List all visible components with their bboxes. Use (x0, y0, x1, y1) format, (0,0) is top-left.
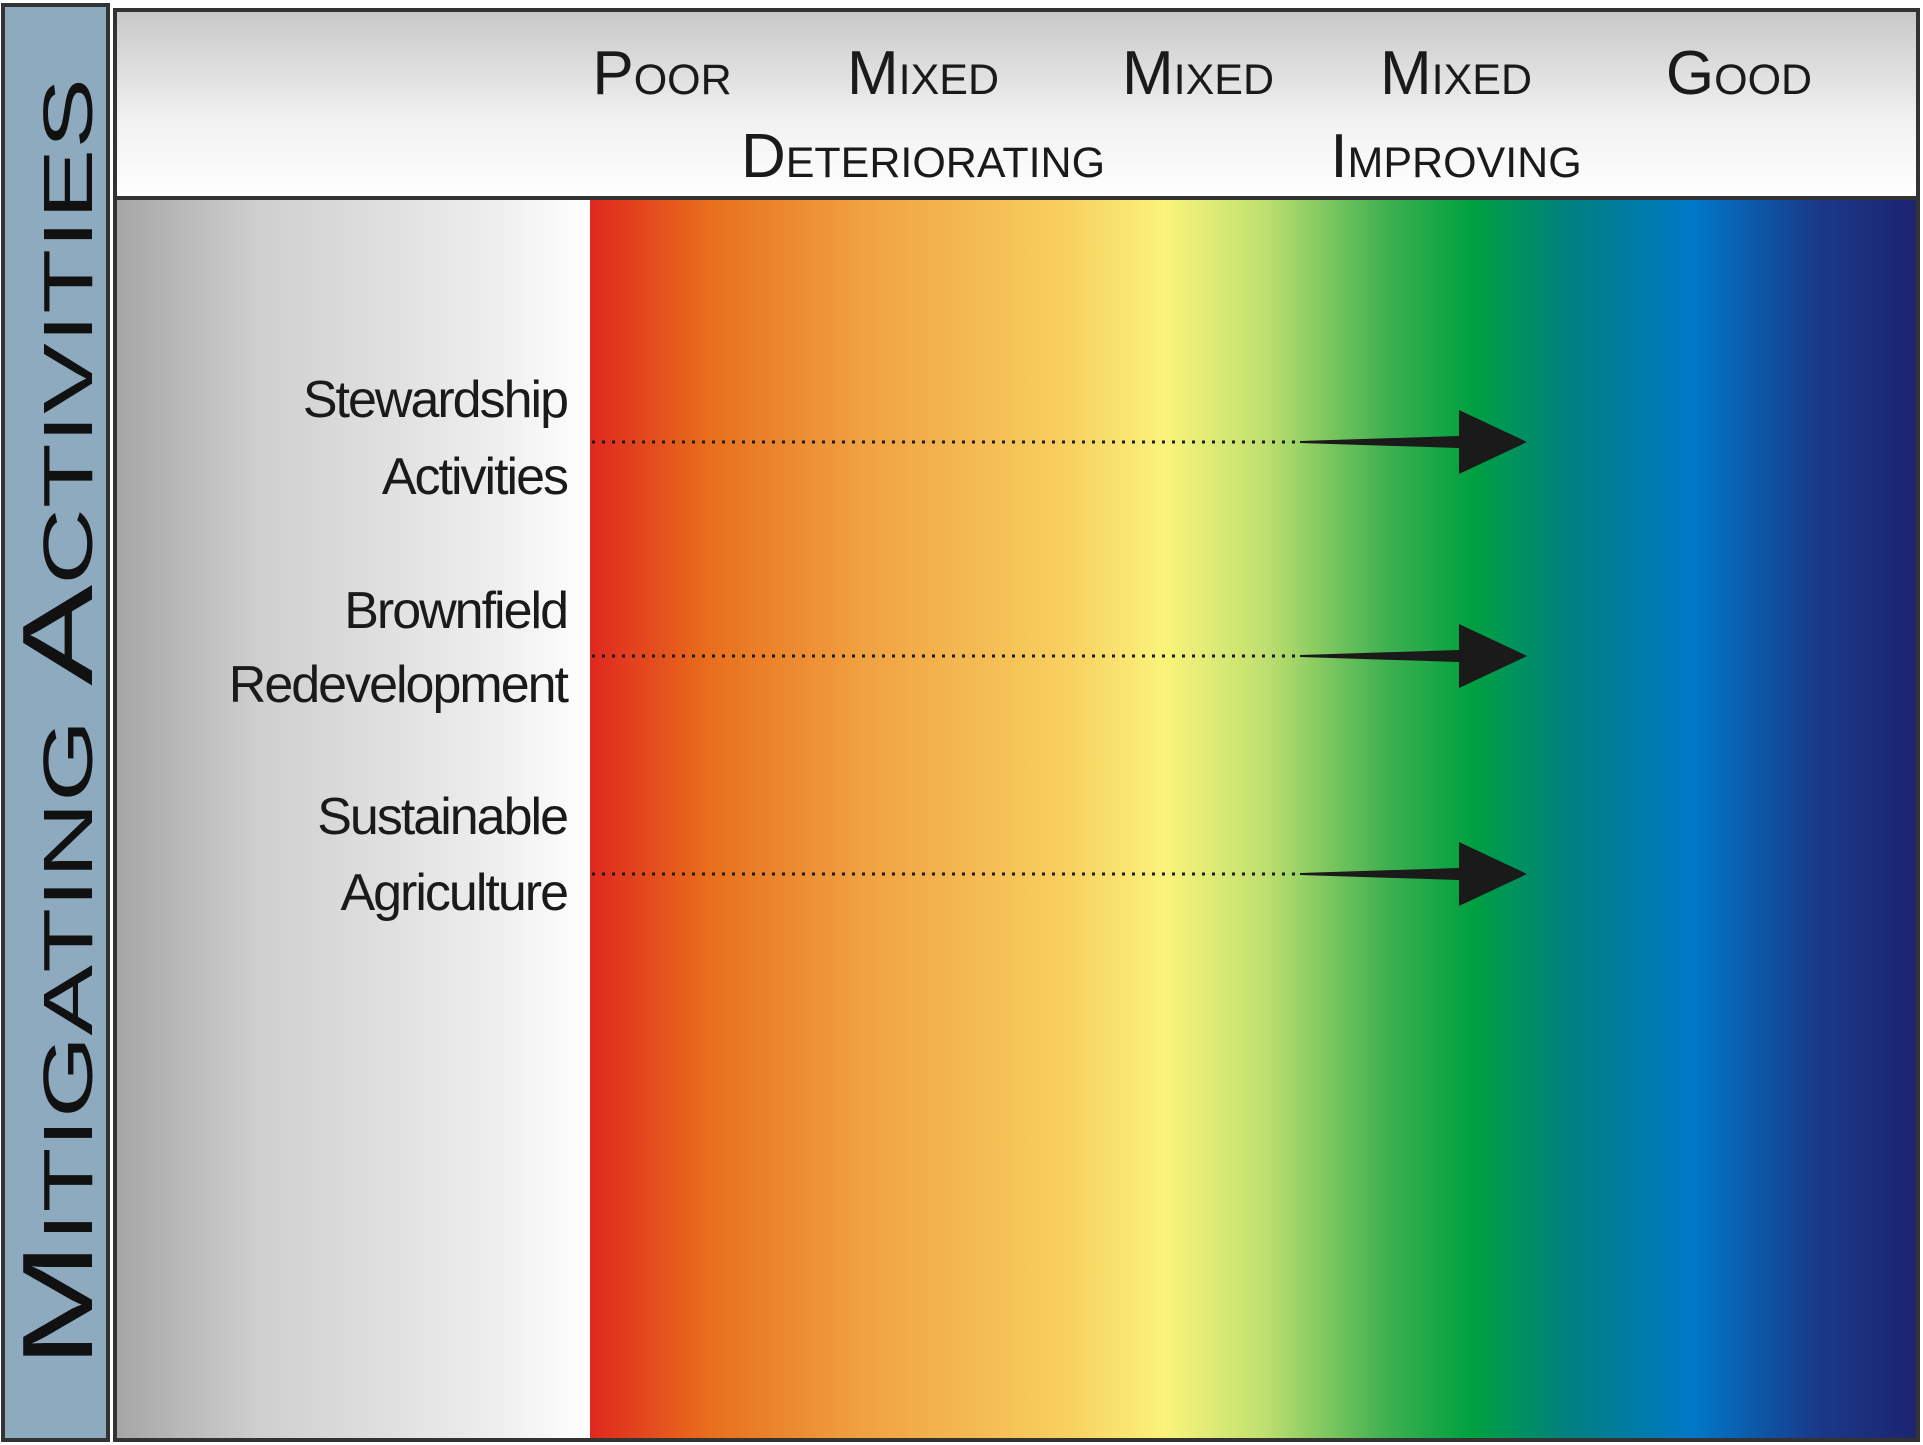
row-label: Redevelopment (229, 656, 570, 714)
row-label: Sustainable (317, 788, 567, 846)
arrow (592, 410, 1527, 474)
column-label: Improving (1330, 122, 1581, 191)
arrow (592, 842, 1527, 906)
header (113, 8, 1920, 200)
column-label: Poor (592, 39, 731, 108)
column-label: Mixed (1122, 39, 1274, 108)
row-label: Stewardship (303, 371, 567, 429)
column-label: Mixed (847, 39, 999, 108)
row-label: Brownfield (344, 582, 567, 640)
spectrum (590, 200, 1916, 1438)
arrows (592, 410, 1527, 906)
row-label: Agriculture (340, 864, 567, 922)
gray-zone (117, 200, 590, 1438)
column-label: Deteriorating (741, 122, 1105, 191)
row-label: Activities (382, 448, 568, 506)
arrow (592, 624, 1527, 688)
column-label: Good (1666, 39, 1812, 108)
column-label: Mixed (1380, 39, 1532, 108)
row-labels: Stewardship Activities Brownfield Redevelop… (229, 371, 572, 922)
side-band (1, 3, 110, 1442)
side-label: Mitigating Activities (2, 78, 114, 1368)
